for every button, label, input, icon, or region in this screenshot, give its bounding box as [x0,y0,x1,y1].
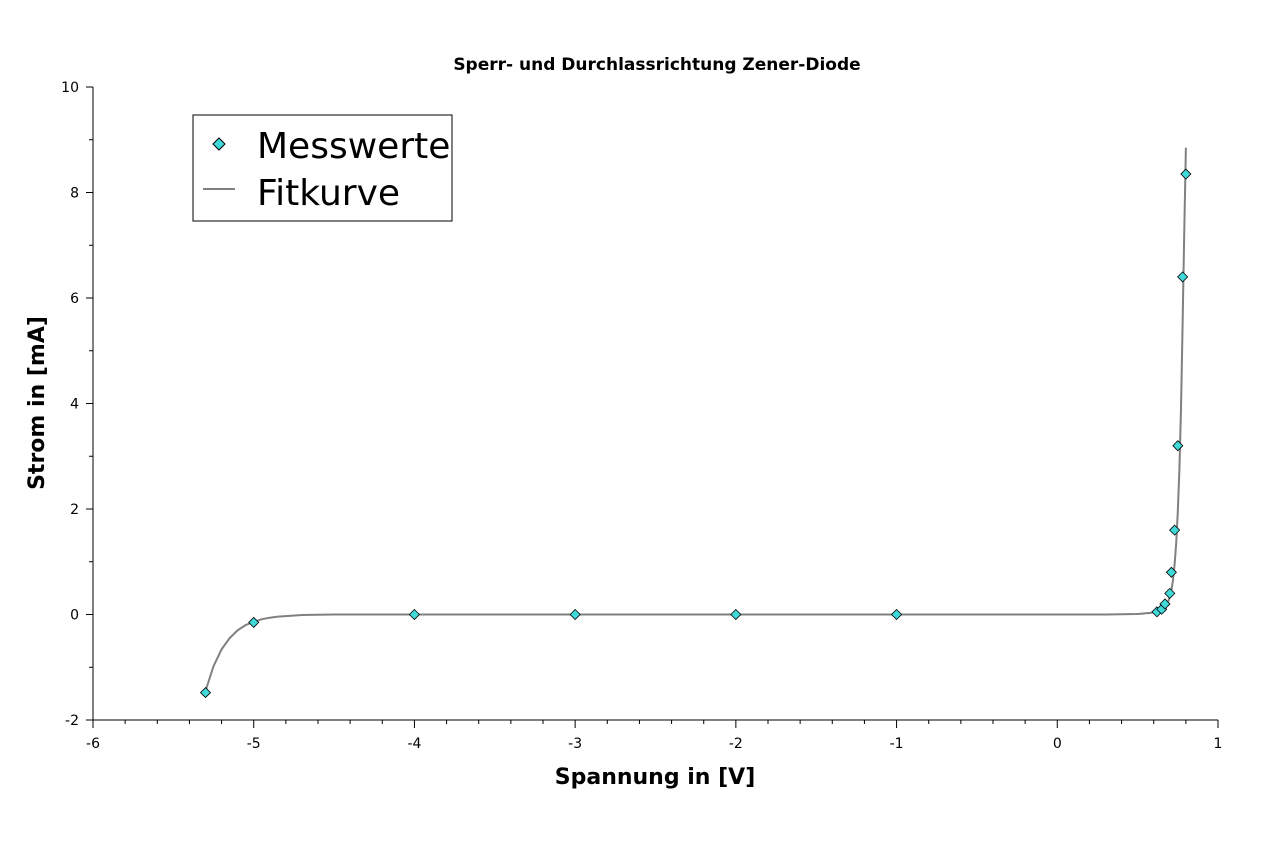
data-point [891,608,903,621]
chart-title: Sperr- und Durchlassrichtung Zener-Diode [453,55,860,75]
y-tick-label: 10 [61,80,79,96]
x-tick-label: 0 [1053,736,1062,752]
x-tick-label: -2 [729,736,743,752]
x-tick-label: -4 [407,736,421,752]
data-point [569,608,581,621]
marker-layer [199,168,1192,699]
x-tick-label: -5 [247,736,261,752]
ticks [86,86,1219,728]
fit-line-layer [204,147,1187,692]
legend: Messwerte Fitkurve [192,114,453,222]
legend-label-messwerte: Messwerte [257,126,450,167]
data-point [1164,587,1176,599]
data-point [408,608,420,621]
y-tick-label: 6 [70,291,79,307]
data-point [1180,168,1192,180]
legend-marker-diamond-icon [212,137,226,151]
data-point [1177,271,1189,283]
y-tick-label: 4 [70,397,79,413]
data-point [1165,566,1177,578]
data-point [730,608,742,621]
x-axis-label: Spannung in [V] [555,765,756,790]
legend-label-fitkurve: Fitkurve [257,173,400,214]
y-axis-label: Strom in [mA] [25,316,50,490]
tick-labels: -6 -5 -4 -3 -2 -1 0 1 -2 0 2 4 6 8 10 [61,80,1222,752]
data-point [248,616,260,628]
x-tick-label: 1 [1214,736,1223,752]
data-point [1172,440,1184,452]
data-point [199,687,212,699]
legend-box [192,114,453,222]
y-tick-label: 8 [70,186,79,202]
x-tick-label: -6 [86,736,100,752]
y-tick-label: -2 [65,713,79,729]
fit-curve-line [204,147,1187,692]
data-point [1169,524,1181,536]
y-tick-label: 0 [70,608,79,624]
x-tick-label: -1 [890,736,904,752]
y-tick-label: 2 [70,502,79,518]
x-tick-label: -3 [568,736,582,752]
data-point [1159,598,1171,610]
